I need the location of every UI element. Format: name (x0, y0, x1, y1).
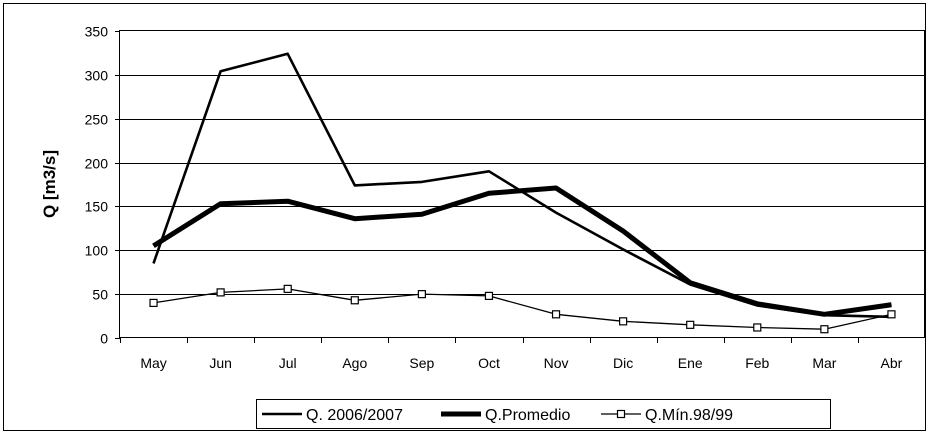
x-tick-label: Nov (544, 355, 569, 371)
data-point-marker (149, 298, 158, 308)
y-axis-label: Q [m3/s] (40, 150, 59, 218)
gridlines (120, 75, 925, 295)
series-line (153, 288, 892, 330)
x-axis-ticks: May Jun Jul Ago Sep Oct Nov Dic Ene Feb Mar Abr (120, 338, 926, 371)
data-point-marker (283, 284, 292, 293)
plot-area (119, 30, 925, 338)
data-point-marker (417, 290, 426, 299)
x-tick-label: Oct (478, 355, 500, 371)
legend-marker (616, 409, 626, 419)
data-point-marker (216, 288, 225, 297)
x-tick-label: Mar (812, 355, 836, 371)
x-tick-label: Ene (678, 355, 703, 371)
data-point-marker (686, 320, 695, 329)
legend-label: Q.Promedio (485, 407, 570, 424)
y-tick-label: 50 (92, 287, 108, 303)
y-tick-label: 250 (85, 112, 109, 128)
y-tick-label: 200 (85, 156, 109, 172)
y-tick-label: 350 (85, 24, 109, 40)
legend: Q. 2006/2007 Q.Promedio Q.Mín.98/99 (256, 399, 831, 429)
y-axis-ticks: 0 50 100 150 200 250 300 350 (85, 24, 120, 347)
legend-label: Q.Mín.98/99 (645, 407, 733, 424)
data-point-marker (551, 310, 561, 319)
x-tick-label: Abr (881, 355, 903, 371)
y-tick-label: 300 (85, 68, 109, 84)
data-point-marker (484, 291, 494, 300)
x-tick-label: Jun (209, 355, 232, 371)
legend-item: Q.Mín.98/99 (601, 407, 733, 424)
chart-border (3, 3, 926, 431)
series-line (152, 185, 892, 317)
y-tick-label: 0 (100, 331, 108, 347)
x-tick-label: May (140, 355, 166, 371)
x-tick-label: Jul (279, 355, 297, 371)
x-tick-label: Feb (745, 355, 769, 371)
x-tick-label: Ago (342, 355, 367, 371)
legend-label: Q. 2006/2007 (306, 407, 403, 424)
y-tick-label: 150 (85, 199, 109, 215)
data-point-marker (820, 325, 829, 334)
series-3 (149, 284, 896, 334)
x-tick-label: Dic (613, 355, 633, 371)
legend-item: Q.Promedio (441, 407, 570, 424)
series-2 (152, 185, 892, 317)
data-point-marker (350, 296, 359, 305)
legend-box (256, 399, 831, 429)
y-tick-label: 100 (85, 243, 109, 259)
x-tick-label: Sep (409, 355, 434, 371)
data-point-marker (753, 323, 762, 332)
legend-item: Q. 2006/2007 (262, 407, 403, 424)
data-point-marker (619, 317, 628, 326)
data-point-marker (887, 310, 896, 319)
series-lines (149, 52, 896, 334)
